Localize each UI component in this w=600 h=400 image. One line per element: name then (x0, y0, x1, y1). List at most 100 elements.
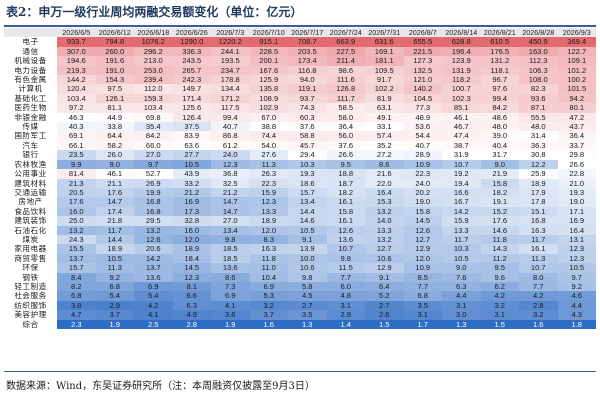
value-cell: 82.3 (519, 84, 558, 94)
value-cell: 18.6 (288, 178, 327, 188)
value-cell: 794.8 (95, 37, 134, 47)
value-cell: 11.3 (519, 253, 558, 264)
table-row: 计算机 120.4 97.5 112.0 149.7 134.4 135.8 119.1 126… (4, 84, 596, 94)
table-row: 交通运输 20.5 17.6 19.9 21.2 21.2 15.9 15.7 18.2 16.4… (4, 187, 596, 198)
value-cell: 21.1 (95, 178, 134, 188)
industry-name: 房地产 (4, 197, 57, 207)
value-cell: 22.0 (365, 178, 404, 188)
value-cell: 81.9 (365, 93, 404, 104)
value-cell: 14.4 (95, 234, 134, 245)
value-cell: 450.9 (519, 37, 558, 47)
value-cell: 44.9 (95, 112, 134, 123)
value-cell: 610.5 (480, 37, 519, 47)
value-cell: 23.5 (57, 150, 96, 160)
value-cell: 21.2 (172, 187, 211, 198)
industry-name: 公用事业 (4, 169, 57, 179)
value-cell: 25.0 (57, 216, 96, 226)
value-cell: 13.9 (288, 244, 327, 254)
value-cell: 933.7 (57, 37, 96, 47)
value-cell: 117.5 (211, 103, 250, 113)
value-cell: 125.9 (249, 75, 288, 85)
value-cell: 13.4 (288, 197, 327, 207)
value-cell: 13.2 (365, 206, 404, 217)
value-cell: 11.2 (480, 253, 519, 264)
value-cell: 74.3 (288, 103, 327, 113)
value-cell: 102.9 (249, 103, 288, 113)
value-cell: 48.0 (480, 122, 519, 132)
value-cell: 99.4 (211, 112, 250, 123)
value-cell: 13.6 (134, 272, 173, 282)
value-cell: 296.2 (134, 46, 173, 57)
table-row: 社会服务 6.8 5.4 5.4 6.6 6.9 5.3 4.5 4.8 5.2 6.8 4.4 4.2… (4, 291, 596, 301)
value-cell: 1.7 (403, 319, 442, 329)
table-row: 通信 307.0 260.0 296.2 336.3 244.1 228.5 203.5 227… (4, 46, 596, 57)
value-cell: 708.7 (288, 37, 327, 47)
value-cell: 112.3 (519, 56, 558, 66)
value-cell: 40.3 (57, 122, 96, 132)
value-cell: 126.8 (326, 84, 365, 94)
value-cell: 11.3 (95, 263, 134, 273)
value-cell: 4.2 (519, 291, 558, 301)
date-header: 2026/7/10 (249, 28, 288, 38)
value-cell: 16.3 (249, 244, 288, 254)
value-cell: 104.5 (403, 93, 442, 104)
table-row: 机械设备 194.6 191.6 213.0 243.5 193.5 200.1 173.4 2… (4, 56, 596, 66)
table-row: 国防军工 69.1 64.4 84.2 83.9 86.8 74.4 58.8 56.0 57.4… (4, 131, 596, 141)
value-cell: 3.7 (95, 310, 134, 320)
value-cell: 3.8 (57, 300, 96, 311)
value-cell: 108.0 (519, 75, 558, 85)
value-cell: 663.9 (326, 37, 365, 47)
industry-name: 有色金属 (4, 75, 57, 85)
industry-name: 建筑装饰 (4, 216, 57, 226)
date-header: 2026/6/12 (95, 28, 134, 38)
value-cell: 2.7 (288, 300, 327, 311)
industry-name: 非银金融 (4, 112, 57, 123)
value-cell: 4.2 (480, 291, 519, 301)
value-cell: 123.9 (442, 56, 481, 66)
value-cell: 14.3 (480, 244, 519, 254)
value-cell: 253.0 (134, 65, 173, 76)
value-cell: 9.7 (557, 272, 596, 282)
value-cell: 26.6 (557, 159, 596, 170)
value-cell: 12.0 (172, 234, 211, 245)
industry-name: 社会服务 (4, 291, 57, 301)
value-cell: 97.2 (57, 103, 96, 113)
value-cell: 55.5 (519, 112, 558, 123)
value-cell: 18.9 (519, 178, 558, 188)
value-cell: 1.4 (326, 319, 365, 329)
value-cell: 12.0 (249, 225, 288, 235)
value-cell: 8.0 (519, 272, 558, 282)
value-cell: 178.8 (211, 75, 250, 85)
value-cell: 58.8 (288, 131, 327, 141)
industry-name: 轻工制造 (4, 281, 57, 292)
value-cell: 131.9 (442, 65, 481, 76)
value-cell: 1.9 (211, 319, 250, 329)
value-cell: 83.9 (172, 131, 211, 141)
value-cell: 17.6 (95, 187, 134, 198)
value-cell: 47.4 (442, 131, 481, 141)
value-cell: 10.5 (557, 263, 596, 273)
value-cell: 97.5 (95, 84, 134, 94)
value-cell: 58.5 (326, 103, 365, 113)
value-cell: 5.3 (249, 291, 288, 301)
industry-name: 纺织服饰 (4, 300, 57, 311)
value-cell: 10.5 (95, 253, 134, 264)
value-cell: 4.3 (557, 310, 596, 320)
value-cell: 10.5 (288, 225, 327, 235)
value-cell: 260.0 (95, 46, 134, 57)
value-cell: 10.3 (442, 244, 481, 254)
value-cell: 24.0 (403, 178, 442, 188)
value-cell: 37.6 (288, 122, 327, 132)
value-cell: 13.4 (211, 225, 250, 235)
value-cell: 48.6 (480, 112, 519, 123)
value-cell: 5.4 (134, 291, 173, 301)
value-cell: 8.4 (57, 272, 96, 282)
date-header: 2026/6/18 (134, 28, 173, 38)
value-cell: 9.1 (288, 234, 327, 245)
value-cell: 17.4 (95, 206, 134, 217)
value-cell: 7.7 (519, 281, 558, 292)
value-cell: 112.0 (134, 84, 173, 94)
value-cell: 119.1 (288, 84, 327, 94)
value-cell: 36.4 (557, 131, 596, 141)
table-row: 钢铁 8.4 9.2 13.6 12.3 8.6 10.4 9.8 7.7 9.1 8.5 7.6 9.… (4, 272, 596, 282)
